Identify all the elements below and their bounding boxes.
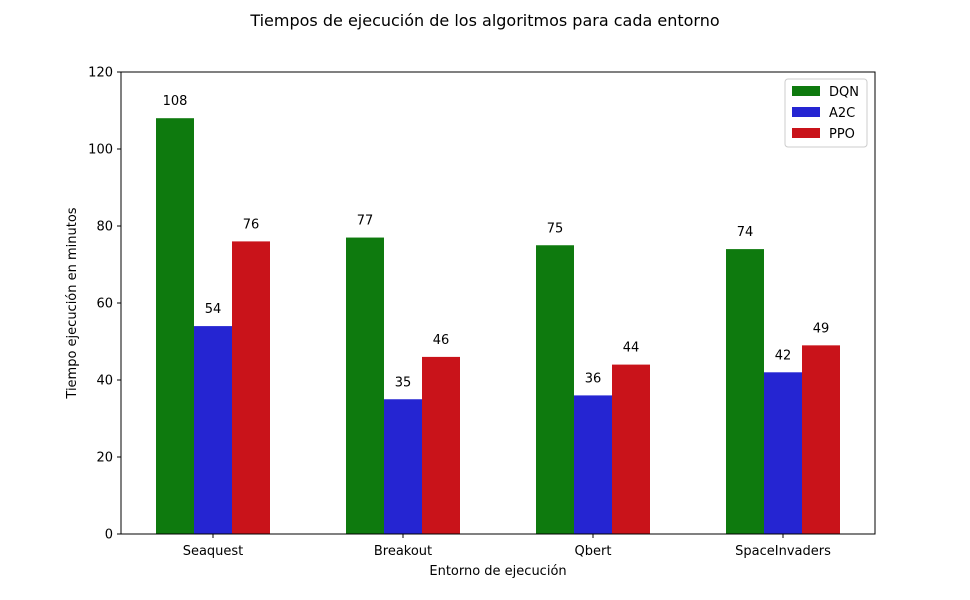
y-tick-label-0: 0 [105,528,113,543]
y-tick-label-120: 120 [88,66,113,81]
y-axis: 0 20 40 60 80 100 120 [88,66,121,543]
bar-a2c-seaquest [194,326,232,534]
bars-layer [156,118,840,535]
data-label-dqn-seaquest: 108 [163,94,188,109]
bar-a2c-spaceinvaders [764,372,802,534]
bar-dqn-seaquest [156,118,194,534]
data-label-dqn-breakout: 77 [357,214,374,229]
legend-label-dqn: DQN [829,85,859,100]
legend: DQN A2C PPO [784,78,868,148]
x-tick-label-qbert: Qbert [575,544,612,559]
data-labels-layer: 108 54 76 77 35 46 75 36 44 74 42 49 [163,94,830,390]
data-label-a2c-qbert: 36 [585,371,602,386]
y-tick-label-80: 80 [96,220,113,235]
data-label-a2c-breakout: 35 [395,375,412,390]
bar-ppo-seaquest [232,241,270,534]
bar-a2c-breakout [384,399,422,534]
y-axis-label: Tiempo ejecución en minutos [65,207,80,399]
y-tick-label-100: 100 [88,143,113,158]
data-label-ppo-seaquest: 76 [243,217,260,232]
x-tick-label-spaceinvaders: SpaceInvaders [735,544,831,559]
y-tick-label-60: 60 [96,297,113,312]
x-axis: Seaquest Breakout Qbert SpaceInvaders [183,534,831,559]
legend-label-ppo: PPO [829,127,855,142]
x-axis-label: Entorno de ejecución [429,564,566,579]
data-label-a2c-seaquest: 54 [205,302,222,317]
bar-dqn-spaceinvaders [726,249,764,534]
legend-swatch-a2c [792,107,820,117]
bar-dqn-breakout [346,237,384,535]
x-tick-label-seaquest: Seaquest [183,544,244,559]
legend-swatch-dqn [792,86,820,96]
legend-label-a2c: A2C [829,106,855,121]
data-label-a2c-spaceinvaders: 42 [775,348,792,363]
data-label-ppo-spaceinvaders: 49 [813,321,830,336]
data-label-ppo-qbert: 44 [623,341,640,356]
bar-ppo-spaceinvaders [802,345,840,534]
bar-ppo-qbert [612,364,650,534]
bar-a2c-qbert [574,395,612,534]
x-tick-label-breakout: Breakout [374,544,432,559]
data-label-dqn-spaceinvaders: 74 [737,225,754,240]
data-label-ppo-breakout: 46 [433,333,450,348]
legend-swatch-ppo [792,128,820,138]
chart-title: Tiempos de ejecución de los algoritmos p… [249,11,719,30]
y-tick-label-20: 20 [96,451,113,466]
bar-dqn-qbert [536,245,574,534]
y-tick-label-40: 40 [96,374,113,389]
plot-frame [120,71,876,535]
data-label-dqn-qbert: 75 [547,221,564,236]
bar-ppo-breakout [422,356,460,534]
